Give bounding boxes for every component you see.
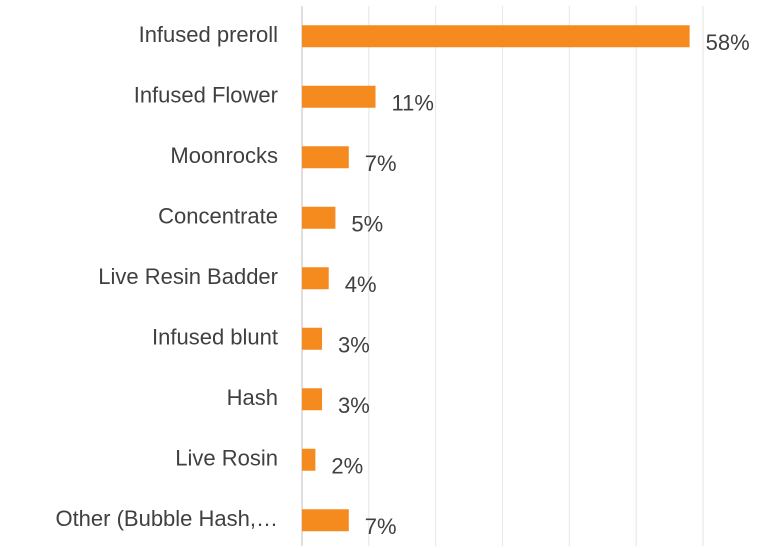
value-label: 5% [351,212,383,237]
value-label: 58% [706,30,750,55]
y-tick-label: Infused Flower [134,83,278,108]
y-tick-label: Infused preroll [139,22,278,47]
bar [302,448,316,471]
bar [302,327,323,350]
value-label: 2% [331,454,363,479]
value-label: 7% [365,151,397,176]
value-label: 7% [365,514,397,539]
y-tick-label: Live Rosin [175,446,278,471]
value-label: 3% [338,393,370,418]
value-label: 3% [338,333,370,358]
y-tick-label: Infused blunt [152,325,278,350]
y-tick-label: Other (Bubble Hash,… [55,506,278,531]
bar [302,388,323,411]
bar [302,85,376,108]
bar [302,25,690,48]
y-tick-label: Concentrate [158,204,278,229]
bar [302,146,349,169]
bar [302,509,349,532]
bar [302,267,329,290]
bar [302,206,336,229]
y-tick-label: Live Resin Badder [98,264,278,289]
y-tick-label: Moonrocks [170,143,278,168]
value-label: 4% [345,272,377,297]
value-label: 11% [392,91,434,116]
y-tick-label: Hash [227,385,278,410]
